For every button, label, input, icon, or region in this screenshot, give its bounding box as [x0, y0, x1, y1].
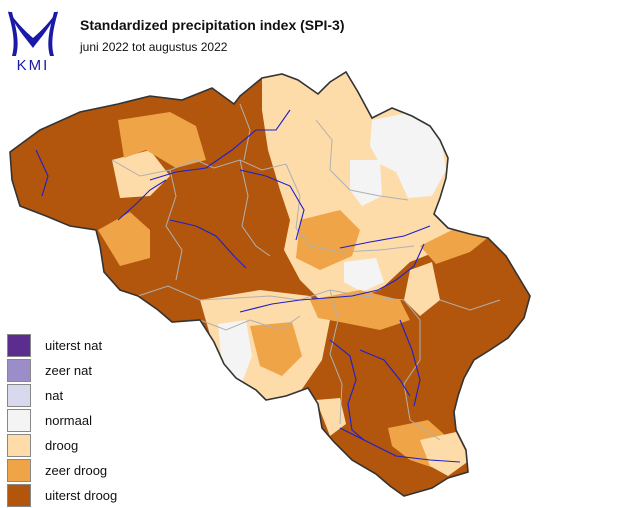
spi-region-droog-southwest	[316, 398, 346, 436]
spi-region-zeer-droog-namur	[310, 290, 410, 330]
legend-item-normaal: normaal	[7, 408, 117, 433]
legend-swatch	[7, 334, 31, 357]
legend-label: nat	[45, 388, 64, 403]
spi-region-normaal-liege	[344, 258, 384, 292]
legend-item-zeer-nat: zeer nat	[7, 358, 117, 383]
legend-item-uiterst-droog: uiterst droog	[7, 483, 117, 508]
map-subtitle: juni 2022 tot augustus 2022	[80, 40, 228, 54]
legend-label: zeer nat	[45, 363, 92, 378]
legend-item-uiterst-nat: uiterst nat	[7, 333, 117, 358]
river-sambre-meuse	[239, 243, 425, 313]
belgium-border	[9, 70, 531, 497]
spi-region-zeer-droog-flanders	[98, 212, 150, 266]
legend-item-droog: droog	[7, 433, 117, 458]
rivers	[35, 109, 461, 463]
river-lesse	[359, 349, 411, 397]
river-leie	[117, 179, 167, 221]
spi-region-zeer-droog-center	[296, 210, 360, 270]
river-meuse-south	[329, 339, 365, 441]
legend-label: uiterst nat	[45, 338, 103, 353]
legend-swatch	[7, 359, 31, 382]
logo-right-stroke	[48, 12, 58, 56]
river-dender	[169, 219, 247, 269]
legend-swatch	[7, 384, 31, 407]
legend-swatch	[7, 484, 31, 507]
legend-label: zeer droog	[45, 463, 108, 478]
legend-item-zeer-droog: zeer droog	[7, 458, 117, 483]
legend-item-nat: nat	[7, 383, 117, 408]
river-demer	[339, 225, 431, 249]
logo-left-stroke	[8, 12, 18, 56]
spi-region-droog-south	[420, 432, 470, 476]
legend-swatch	[7, 434, 31, 457]
river-semois	[339, 427, 461, 463]
legend-label: normaal	[45, 413, 92, 428]
spi-region-zeer-droog-hainaut	[250, 322, 302, 376]
province-borders	[111, 103, 501, 441]
river-ourthe	[399, 319, 421, 407]
river-yser	[35, 149, 49, 197]
legend-label: uiterst droog	[45, 488, 118, 503]
kmi-logo: KMI	[8, 10, 58, 72]
spi-region-normaal-northeast	[370, 112, 446, 198]
river-senne	[239, 169, 305, 241]
map-title: Standardized precipitation index (SPI-3)	[80, 17, 345, 33]
legend: uiterst nat zeer nat nat normaal droog z…	[7, 333, 117, 508]
logo-text: KMI	[17, 57, 50, 72]
legend-swatch	[7, 459, 31, 482]
spi-region-zeer-droog-west	[118, 112, 206, 168]
spi-region-zeer-droog-east	[420, 226, 490, 264]
legend-swatch	[7, 409, 31, 432]
logo-wave-icon	[8, 10, 58, 48]
legend-label: droog	[45, 438, 79, 453]
river-scheldt	[149, 109, 291, 181]
spi-region-droog-east	[404, 262, 440, 316]
